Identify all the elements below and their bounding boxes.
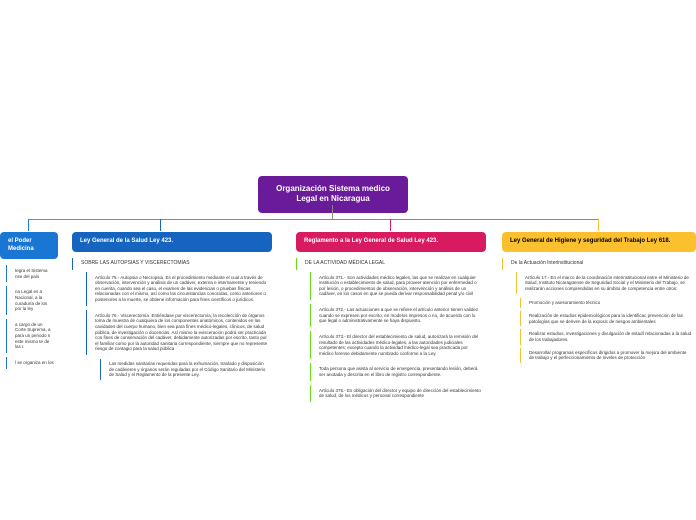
subnode: Promoción y asesoramiento técnico [520, 298, 696, 308]
node: Artículo 371.- Son actividades médico le… [310, 272, 486, 301]
subheader: De la Actuación Interinstitucional [502, 258, 696, 270]
subheader-text: DE LA ACTIVIDAD MÉDICA LEGAL [305, 260, 385, 266]
branch-reglamento: Reglamento a la Ley General de Salud Ley… [296, 232, 486, 406]
node-text: Artículo 375.- Es obligación del directo… [319, 388, 481, 399]
node-text: Artículo 75.- Autopsia o Necropsia. Es e… [95, 275, 266, 303]
node-text: Artículo 76.- Viscerectomía. Entiéndase … [95, 313, 267, 352]
branch-title: Ley General de Higiene y seguridad del T… [510, 238, 670, 244]
connector [598, 219, 599, 231]
subheader-text: SOBRE LAS AUTOPSIAS Y VISCERECTOMÍAS [81, 260, 190, 266]
root-title: Organización Sistema medico Legal en Nic… [276, 184, 390, 203]
branch-ley423: Ley General de la Salud Ley 423. SOBRE L… [72, 232, 272, 383]
node: Artículo 373.- El director del estableci… [310, 331, 486, 360]
connector [390, 219, 391, 231]
subnode: Realizar estudios, investigaciones y div… [520, 329, 696, 344]
node-text: Las medidas sanitarias requeridas para l… [109, 361, 265, 377]
branch-title: Ley General de la Salud Ley 423. [80, 238, 173, 244]
branch-poder: el Poder Medicina tegra el Sistema nse d… [0, 232, 58, 373]
node: Toda persona que asista al servicio de e… [310, 363, 486, 380]
connector [28, 219, 598, 220]
node-text: Realización de estudios epidemiológicos … [529, 313, 683, 324]
connector [160, 219, 161, 231]
node-text: Artículo 17.- En el marco de la coordina… [525, 275, 689, 291]
node-text: Toda persona que asista al servicio de e… [319, 366, 477, 377]
node-text: Realizar estudios, investigaciones y div… [529, 331, 691, 342]
node: l se organiza en los [6, 357, 58, 369]
branch-header: el Poder Medicina [0, 232, 58, 259]
connector [28, 219, 29, 231]
node-text: a cargo de un Corte Suprema, a para un p… [15, 322, 51, 350]
node-text: Artículo 371.- Son actividades médico le… [319, 275, 477, 297]
node: a cargo de un Corte Suprema, a para un p… [6, 319, 58, 353]
subheader: DE LA ACTIVIDAD MÉDICA LEGAL [296, 258, 486, 270]
node-text: Promoción y asesoramiento técnico [529, 300, 600, 305]
subheader-text: De la Actuación Interinstitucional [511, 260, 583, 266]
branch-header: Reglamento a la Ley General de Salud Ley… [296, 232, 486, 252]
node-text: Artículo 372.- Las actuaciones a que se … [319, 307, 478, 323]
connector [332, 205, 333, 219]
subnode: Desarrollar programas específicos dirigi… [520, 348, 696, 363]
node: tegra el Sistema nse del país [6, 265, 58, 282]
node-text: na Legal es a Nacional, a la curaduría d… [15, 289, 47, 311]
branch-ley618: Ley General de Higiene y seguridad del T… [502, 232, 696, 366]
node: Artículo 76.- Viscerectomía. Entiéndase … [86, 310, 272, 355]
node-text: l se organiza en los [15, 360, 54, 365]
branch-header: Ley General de Higiene y seguridad del T… [502, 232, 696, 252]
node: Artículo 375.- Es obligación del directo… [310, 385, 486, 402]
branch-title: Reglamento a la Ley General de Salud Ley… [304, 238, 438, 244]
subheader: SOBRE LAS AUTOPSIAS Y VISCERECTOMÍAS [72, 258, 272, 270]
node-text: tegra el Sistema nse del país [15, 268, 48, 279]
node: na Legal es a Nacional, a la curaduría d… [6, 286, 58, 315]
node: Artículo 17.- En el marco de la coordina… [516, 272, 696, 295]
node: Artículo 372.- Las actuaciones a que se … [310, 304, 486, 327]
node-text: Artículo 373.- El director del estableci… [319, 334, 478, 356]
branch-title: el Poder Medicina [8, 238, 34, 252]
branch-header: Ley General de la Salud Ley 423. [72, 232, 272, 252]
node-text: Desarrollar programas específicos dirigi… [529, 350, 686, 361]
node: Artículo 75.- Autopsia o Necropsia. Es e… [86, 272, 272, 306]
subnode: Realización de estudios epidemiológicos … [520, 311, 696, 326]
root-node: Organización Sistema medico Legal en Nic… [258, 176, 408, 213]
subnode: Las medidas sanitarias requeridas para l… [100, 359, 272, 380]
